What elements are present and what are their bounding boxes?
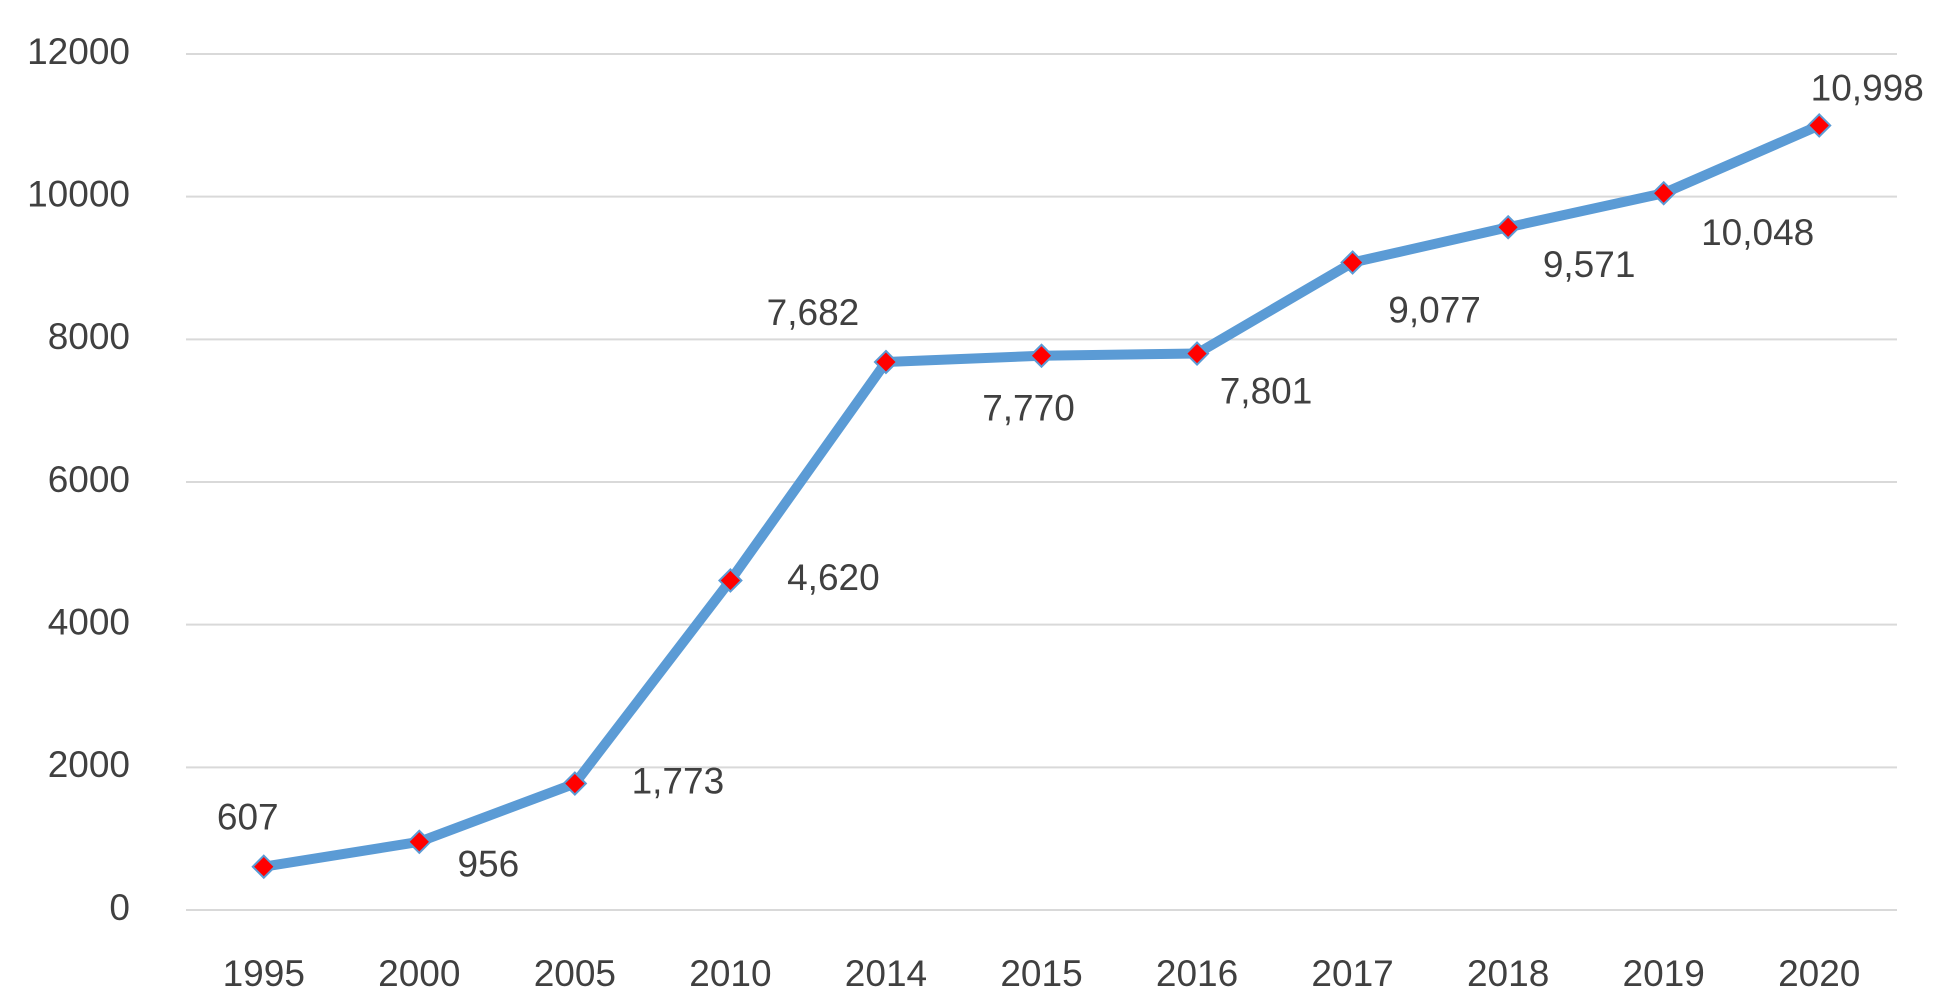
x-tick-label: 2014 bbox=[845, 953, 927, 994]
x-tick-label: 2005 bbox=[534, 953, 616, 994]
data-label: 7,682 bbox=[767, 292, 860, 333]
x-tick-label: 2015 bbox=[1000, 953, 1082, 994]
data-label: 9,571 bbox=[1543, 244, 1636, 285]
y-tick-label: 8000 bbox=[48, 316, 130, 357]
x-tick-label: 1995 bbox=[223, 953, 305, 994]
line bbox=[258, 120, 1825, 872]
data-label: 1,773 bbox=[632, 760, 725, 801]
data-label: 7,801 bbox=[1220, 370, 1313, 411]
marker bbox=[1340, 250, 1366, 275]
marker bbox=[406, 829, 432, 855]
y-tick-label: 0 bbox=[109, 887, 130, 928]
x-tick-label: 2020 bbox=[1778, 953, 1860, 994]
y-tick-label: 6000 bbox=[48, 459, 130, 500]
x-tick-label: 2000 bbox=[378, 953, 460, 994]
marker bbox=[1806, 113, 1832, 138]
y-tick-label: 2000 bbox=[48, 744, 130, 785]
data-label: 607 bbox=[217, 796, 279, 837]
marker bbox=[1029, 343, 1054, 369]
x-tick-label: 2016 bbox=[1156, 953, 1238, 994]
y-tick-label: 4000 bbox=[48, 601, 130, 642]
x-tick-label: 2018 bbox=[1467, 953, 1549, 994]
y-tick-label: 12000 bbox=[27, 31, 130, 72]
marker bbox=[717, 568, 743, 593]
data-label: 4,620 bbox=[787, 557, 880, 598]
y-tick-label: 10000 bbox=[27, 173, 130, 214]
marker bbox=[251, 854, 277, 880]
data-label: 7,770 bbox=[982, 388, 1075, 429]
data-label: 956 bbox=[457, 844, 519, 885]
x-tick-label: 2010 bbox=[689, 953, 771, 994]
marker bbox=[562, 771, 588, 796]
data-label: 10,998 bbox=[1811, 67, 1924, 108]
marker bbox=[1495, 214, 1521, 240]
data-label: 9,077 bbox=[1388, 289, 1481, 330]
marker bbox=[1651, 180, 1677, 206]
data-label: 10,048 bbox=[1701, 212, 1814, 253]
x-tick-label: 2017 bbox=[1311, 953, 1393, 994]
marker bbox=[1184, 341, 1210, 366]
marker bbox=[873, 349, 899, 375]
x-tick-label: 2019 bbox=[1623, 953, 1705, 994]
